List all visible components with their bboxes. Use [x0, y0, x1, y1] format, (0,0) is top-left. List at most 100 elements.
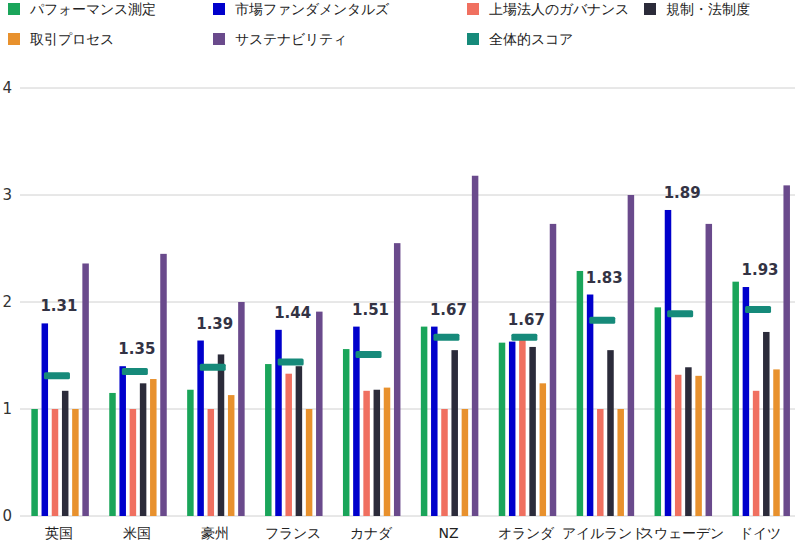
- data-labels: 1.311.351.391.441.511.671.671.831.891.93: [40, 184, 778, 358]
- bar: [52, 409, 59, 516]
- bar: [265, 364, 272, 516]
- bar: [42, 323, 49, 516]
- bar: [130, 409, 137, 516]
- data-label: 1.83: [586, 269, 623, 287]
- bar: [238, 302, 245, 516]
- legend-swatch: [467, 3, 479, 15]
- bar: [655, 307, 662, 516]
- x-tick-label: スウェーデン: [640, 525, 724, 541]
- data-label: 1.39: [196, 315, 233, 333]
- legend-swatch: [8, 33, 20, 45]
- x-tick-label: NZ: [438, 525, 458, 541]
- score-marker: [745, 306, 771, 313]
- bar: [607, 350, 614, 516]
- bar: [296, 366, 303, 516]
- bar: [695, 376, 702, 516]
- bar: [628, 195, 635, 516]
- bar: [374, 390, 381, 516]
- x-tick-label: 米国: [123, 525, 151, 541]
- bar: [275, 330, 282, 516]
- bar: [72, 409, 79, 516]
- bar: [316, 312, 323, 516]
- x-tick-label: 英国: [45, 525, 73, 541]
- bar: [306, 409, 313, 516]
- legend-label: 上場法人のガバナンス: [489, 1, 629, 17]
- grid-line: [20, 302, 795, 303]
- bar: [218, 354, 225, 516]
- data-label: 1.67: [508, 311, 545, 329]
- bar: [109, 393, 116, 516]
- bar: [550, 224, 557, 516]
- legend-label: 全体的スコア: [489, 31, 573, 47]
- legend-label: パフォーマンス測定: [29, 1, 156, 17]
- legend-swatch: [213, 3, 225, 15]
- bar: [773, 369, 780, 516]
- bar: [82, 263, 89, 516]
- bar: [285, 374, 292, 516]
- x-tick-label: ドイツ: [739, 525, 781, 541]
- bar: [519, 339, 526, 516]
- bar: [509, 342, 516, 516]
- bar: [343, 349, 350, 516]
- score-marker: [589, 317, 615, 324]
- score-marker: [433, 334, 459, 341]
- bar: [363, 391, 370, 516]
- bar: [441, 409, 448, 516]
- bar: [187, 390, 194, 516]
- bar: [451, 350, 458, 516]
- bar: [540, 383, 547, 516]
- y-axis: 0 1 2 3 4: [2, 79, 795, 525]
- y-tick-label: 2: [2, 293, 12, 311]
- bar: [499, 343, 506, 516]
- bar: [228, 395, 235, 516]
- score-marker: [511, 334, 537, 341]
- score-marker: [667, 310, 693, 317]
- bar: [150, 379, 157, 516]
- data-label: 1.44: [274, 304, 311, 322]
- bar: [394, 243, 401, 516]
- bar: [140, 383, 147, 516]
- bar: [462, 409, 469, 516]
- grid-line: [20, 88, 795, 89]
- chart: 012341.311.351.391.441.511.671.671.831.8…: [0, 0, 799, 546]
- x-tick-label: カナダ: [350, 525, 393, 541]
- bar: [665, 210, 672, 516]
- legend-label: サステナビリティ: [235, 31, 347, 47]
- legend-swatch: [8, 3, 20, 15]
- data-label: 1.67: [430, 301, 467, 319]
- bar: [62, 391, 68, 516]
- score-marker: [278, 358, 304, 365]
- bar: [706, 224, 713, 516]
- score-marker: [356, 351, 382, 358]
- x-tick-label: フランス: [265, 525, 321, 541]
- bar: [529, 347, 536, 516]
- y-tick-label: 4: [2, 79, 12, 97]
- bar: [31, 409, 37, 516]
- y-tick-label: 0: [2, 507, 12, 525]
- bar: [743, 287, 750, 516]
- bar: [208, 409, 215, 516]
- x-tick-label: 豪州: [201, 525, 229, 541]
- bar: [160, 254, 167, 516]
- bar: [431, 327, 438, 516]
- bar: [617, 409, 624, 516]
- bar: [732, 282, 739, 516]
- bar: [587, 295, 594, 516]
- bar: [472, 176, 479, 516]
- plot-area: [31, 176, 790, 516]
- legend-label: 市場ファンダメンタルズ: [235, 1, 390, 17]
- bar: [763, 332, 770, 516]
- data-label: 1.89: [664, 184, 701, 202]
- bar: [119, 366, 126, 516]
- y-tick-label: 1: [2, 400, 12, 418]
- legend-label: 規制・法制度: [666, 1, 750, 17]
- y-tick-label: 3: [2, 186, 12, 204]
- legend-swatch: [467, 33, 479, 45]
- legend: パフォーマンス測定市場ファンダメンタルズ上場法人のガバナンス規制・法制度取引プロ…: [8, 1, 750, 47]
- bar: [675, 375, 682, 516]
- legend-swatch: [644, 3, 656, 15]
- score-marker: [44, 372, 70, 379]
- x-tick-label: アイルランド: [562, 525, 646, 541]
- x-tick-label: オランダ: [498, 525, 555, 541]
- bar: [783, 185, 790, 516]
